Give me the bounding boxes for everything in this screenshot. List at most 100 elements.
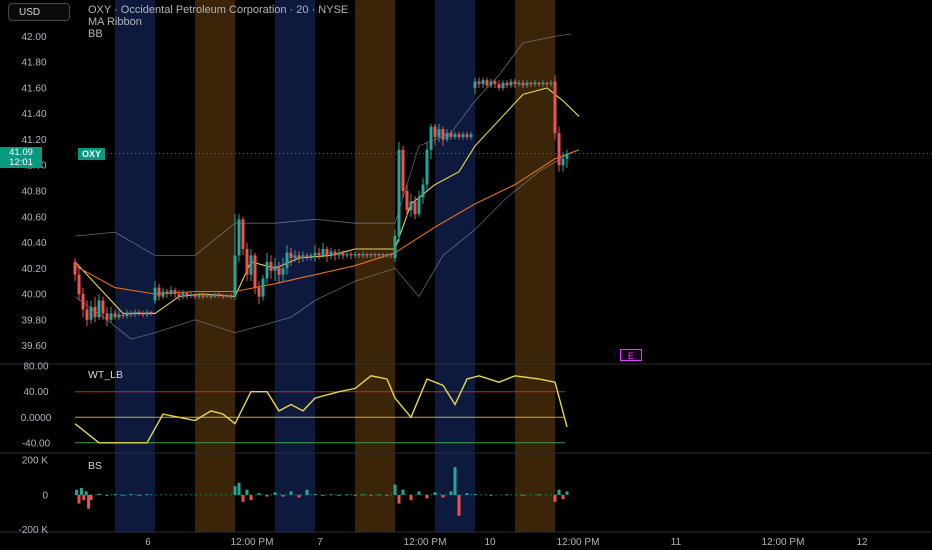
candle <box>517 80 521 87</box>
wt-lb-label[interactable]: WT_LB <box>88 369 124 381</box>
candle-body <box>357 254 361 256</box>
candle-body <box>193 294 197 297</box>
earnings-badge[interactable]: E <box>620 349 642 361</box>
candle-body <box>337 252 341 256</box>
bs-bar <box>561 494 565 500</box>
candle-body <box>401 149 405 191</box>
last-price: 41.09 <box>9 147 33 158</box>
candle <box>557 126 561 172</box>
candle <box>113 309 117 320</box>
candle <box>153 281 157 305</box>
bs-bar <box>237 482 241 495</box>
candle <box>509 78 513 88</box>
bar-countdown: 12:01 <box>9 157 33 168</box>
bs-bar <box>321 494 325 496</box>
candle <box>341 250 345 260</box>
bs-bar <box>87 494 91 509</box>
candle <box>533 80 537 87</box>
last-price-badge: 41.09 12:01 <box>0 147 42 168</box>
candle <box>501 80 505 91</box>
candle <box>81 287 85 318</box>
candle-body <box>197 295 201 297</box>
candle <box>117 310 121 320</box>
candle-body <box>233 255 237 297</box>
candle <box>305 252 309 261</box>
candle-body <box>97 300 101 318</box>
bs-bar <box>565 491 569 495</box>
candle-body <box>441 129 445 140</box>
candle-body <box>269 261 273 271</box>
bb-label[interactable]: BB <box>88 28 103 40</box>
bs-bar <box>465 493 469 495</box>
ma-ribbon-label[interactable]: MA Ribbon <box>88 16 142 28</box>
bs-bar <box>377 494 381 496</box>
candle-body <box>453 134 457 137</box>
candle-body <box>545 82 549 85</box>
candle-body <box>177 294 181 297</box>
candle <box>505 80 509 88</box>
candle-body <box>237 219 241 256</box>
candle-body <box>381 254 385 256</box>
bs-bar <box>137 494 141 496</box>
bs-bar <box>105 494 109 496</box>
candle <box>481 77 485 88</box>
candle <box>257 281 261 305</box>
bs-bar <box>241 494 245 502</box>
bs-label[interactable]: BS <box>88 460 103 472</box>
candle-body <box>505 82 509 86</box>
candle <box>301 251 305 262</box>
candle-body <box>501 82 505 88</box>
candle <box>565 149 569 168</box>
bs-bar <box>505 494 509 496</box>
candle-body <box>341 252 345 256</box>
candle-body <box>413 201 417 215</box>
candle <box>429 124 433 159</box>
candle-body <box>437 129 441 137</box>
candle <box>309 252 313 261</box>
candle <box>477 77 481 88</box>
candle <box>209 294 213 300</box>
candle <box>101 296 105 320</box>
price-tick-label: 40.40 <box>21 238 46 249</box>
candle-body <box>473 81 477 88</box>
candle-body <box>301 255 305 258</box>
candle <box>157 283 161 301</box>
bb-upper-line <box>74 33 572 256</box>
candle <box>233 214 237 301</box>
candle-body <box>485 80 489 86</box>
candle <box>261 274 265 301</box>
candle-body <box>465 134 469 137</box>
bs-bar <box>245 489 249 495</box>
candle <box>537 81 541 87</box>
candle <box>405 184 409 217</box>
bs-bar <box>393 484 397 495</box>
candle-body <box>517 82 521 85</box>
candle-body <box>117 314 121 318</box>
bs-bar <box>369 494 373 496</box>
bs-bar <box>417 491 421 495</box>
bb-lower-line <box>74 152 572 340</box>
wt-lb-pane: 80.00 40.00 0.0000 -40.00 <box>21 362 568 449</box>
candle <box>245 242 249 282</box>
candle <box>513 78 517 88</box>
candle-body <box>221 295 225 297</box>
candle-body <box>445 133 449 140</box>
candle-body <box>153 287 157 301</box>
bs-bar <box>273 492 277 495</box>
candle <box>137 309 141 316</box>
candle <box>473 77 477 95</box>
candle <box>133 309 137 318</box>
time-axis: 6 12:00 PM 7 12:00 PM 10 12:00 PM 11 12:00 PM 12 <box>145 537 868 548</box>
candle-body <box>113 313 117 318</box>
candle <box>433 124 437 146</box>
candle-body <box>493 81 497 85</box>
candle-body <box>393 236 397 258</box>
bs-bar <box>361 494 365 496</box>
candle <box>441 126 445 146</box>
bs-bar <box>97 494 101 495</box>
price-tick-label: 41.40 <box>21 109 46 120</box>
currency-button[interactable]: USD <box>8 3 70 21</box>
candle <box>109 306 113 323</box>
candle-body <box>533 82 537 85</box>
